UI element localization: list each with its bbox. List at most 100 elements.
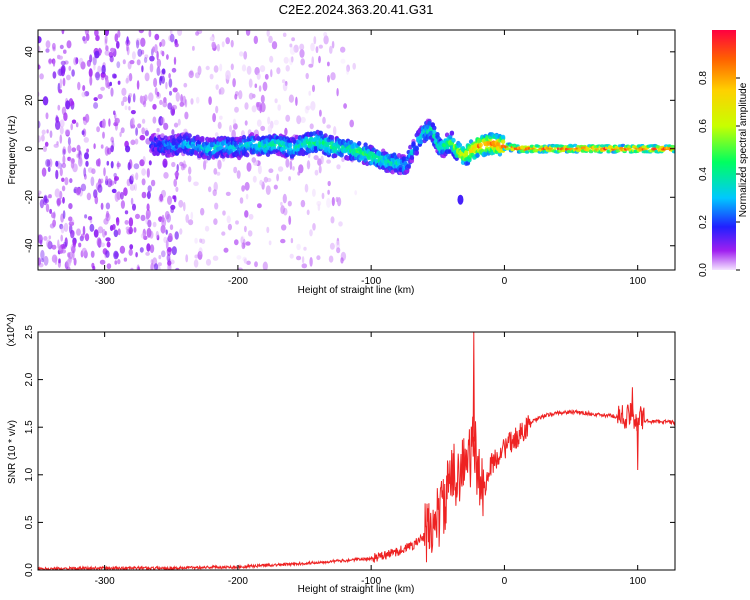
heatmap-noise-cell bbox=[190, 211, 194, 220]
y-tick-label: 1.5 bbox=[24, 420, 35, 434]
heatmap-ridge-cell bbox=[411, 141, 416, 147]
heatmap-noise-cell bbox=[129, 60, 135, 65]
heatmap-noise-cell bbox=[245, 241, 251, 246]
heatmap-noise-cell bbox=[106, 178, 113, 188]
y-tick-label: -40 bbox=[24, 238, 35, 253]
heatmap-noise-cell bbox=[43, 255, 49, 266]
heatmap-noise-cell bbox=[57, 239, 60, 249]
heatmap-noise-cell bbox=[49, 208, 52, 214]
colorbar-tick-label: 0.8 bbox=[698, 71, 709, 85]
heatmap-noise-cell bbox=[174, 231, 179, 240]
heatmap-noise-cell bbox=[135, 127, 139, 136]
heatmap-noise-cell bbox=[134, 138, 139, 145]
heatmap-noise-cell bbox=[163, 122, 169, 130]
heatmap-noise-cell bbox=[264, 73, 269, 80]
heatmap-noise-cell bbox=[292, 166, 295, 171]
heatmap-noise-cell bbox=[184, 111, 189, 120]
heatmap-noise-cell bbox=[38, 120, 41, 129]
heatmap-noise-cell bbox=[214, 132, 219, 137]
heatmap-ridge-cell bbox=[496, 141, 501, 147]
heatmap-noise-cell bbox=[330, 72, 336, 81]
heatmap-noise-cell bbox=[149, 244, 155, 254]
heatmap-noise-cell bbox=[157, 262, 162, 267]
x-tick-label: 0 bbox=[502, 576, 508, 587]
heatmap-ridge-cell bbox=[363, 142, 368, 148]
heatmap-noise-cell bbox=[104, 231, 108, 236]
heatmap-noise-cell bbox=[45, 48, 50, 53]
heatmap-noise-cell bbox=[92, 56, 97, 66]
heatmap-noise-cell bbox=[122, 96, 128, 103]
heatmap-noise-cell bbox=[213, 65, 219, 73]
heatmap-noise-cell bbox=[169, 30, 173, 35]
heatmap-noise-cell bbox=[80, 233, 85, 239]
heatmap-noise-cell bbox=[248, 213, 254, 220]
heatmap-noise-cell bbox=[146, 227, 152, 238]
heatmap-noise-cell bbox=[56, 197, 62, 206]
heatmap-noise-cell bbox=[225, 191, 231, 196]
heatmap-noise-cell bbox=[94, 50, 100, 59]
heatmap-noise-cell bbox=[243, 51, 248, 60]
heatmap-noise-cell bbox=[59, 119, 65, 128]
heatmap-noise-cell bbox=[130, 173, 135, 181]
heatmap-noise-cell bbox=[149, 230, 154, 239]
heatmap-noise-cell bbox=[110, 136, 114, 143]
heatmap-noise-cell bbox=[185, 214, 189, 223]
heatmap-noise-cell bbox=[160, 117, 165, 125]
heatmap-noise-cell bbox=[255, 101, 260, 108]
heatmap-noise-cell bbox=[103, 218, 109, 225]
heatmap-noise-cell bbox=[273, 184, 278, 190]
heatmap-noise-cell bbox=[221, 231, 226, 236]
heatmap-noise-cell bbox=[200, 207, 205, 216]
snr-plot-area bbox=[38, 332, 675, 570]
heatmap-noise-cell bbox=[212, 113, 217, 123]
heatmap-noise-cell bbox=[226, 215, 231, 224]
heatmap-noise-cell bbox=[179, 101, 185, 107]
heatmap-noise-cell bbox=[59, 223, 64, 230]
heatmap-ridge-cell bbox=[288, 142, 293, 148]
heatmap-ridge-cell bbox=[336, 144, 341, 149]
heatmap-noise-cell bbox=[333, 126, 337, 136]
heatmap-noise-cell bbox=[161, 250, 166, 258]
heatmap-noise-cell bbox=[323, 35, 329, 45]
heatmap-noise-cell bbox=[270, 69, 273, 78]
heatmap-noise-cell bbox=[177, 30, 183, 36]
spectrogram-frame bbox=[37, 29, 676, 271]
heatmap-noise-cell bbox=[212, 189, 217, 197]
heatmap-noise-cell bbox=[152, 103, 157, 110]
heatmap-noise-cell bbox=[67, 156, 71, 161]
heatmap-noise-cell bbox=[223, 247, 229, 253]
heatmap-ridge-cell bbox=[670, 144, 675, 149]
heatmap-noise-cell bbox=[319, 109, 322, 117]
heatmap-noise-cell bbox=[92, 265, 96, 270]
heatmap-noise-cell bbox=[120, 191, 124, 200]
heatmap-noise-cell bbox=[126, 75, 131, 83]
heatmap-noise-cell bbox=[128, 93, 133, 98]
heatmap-noise-cell bbox=[303, 246, 307, 251]
heatmap-noise-cell bbox=[105, 202, 111, 210]
colorbar-tick-label: 0.0 bbox=[698, 263, 709, 277]
heatmap-noise-cell bbox=[131, 51, 136, 60]
heatmap-noise-cell bbox=[161, 50, 165, 57]
heatmap-noise-cell bbox=[60, 60, 66, 66]
heatmap-noise-cell bbox=[154, 44, 158, 54]
heatmap-noise-cell bbox=[146, 243, 151, 252]
heatmap-noise-cell bbox=[254, 261, 258, 268]
heatmap-noise-cell bbox=[317, 158, 322, 166]
snr-y-axis: 0.0 0.5 1.0 1.5 2.0 2.5 bbox=[24, 325, 675, 577]
heatmap-noise-cell bbox=[240, 235, 246, 245]
heatmap-noise-cell bbox=[168, 35, 173, 42]
heatmap-noise-cell bbox=[45, 112, 49, 120]
heatmap-noise-cell bbox=[316, 200, 322, 207]
heatmap-noise-cell bbox=[72, 239, 77, 248]
heatmap-noise-cell bbox=[132, 93, 136, 103]
heatmap-noise-cell bbox=[110, 47, 115, 53]
heatmap-noise-cell bbox=[205, 65, 210, 71]
heatmap-noise-cell bbox=[243, 238, 246, 248]
heatmap-noise-cell bbox=[117, 30, 121, 38]
heatmap-noise-cell bbox=[178, 199, 184, 208]
heatmap-noise-cell bbox=[66, 266, 71, 270]
heatmap-noise-cell bbox=[215, 105, 219, 114]
heatmap-noise-cell bbox=[336, 164, 341, 170]
heatmap-noise-cell bbox=[225, 70, 231, 80]
